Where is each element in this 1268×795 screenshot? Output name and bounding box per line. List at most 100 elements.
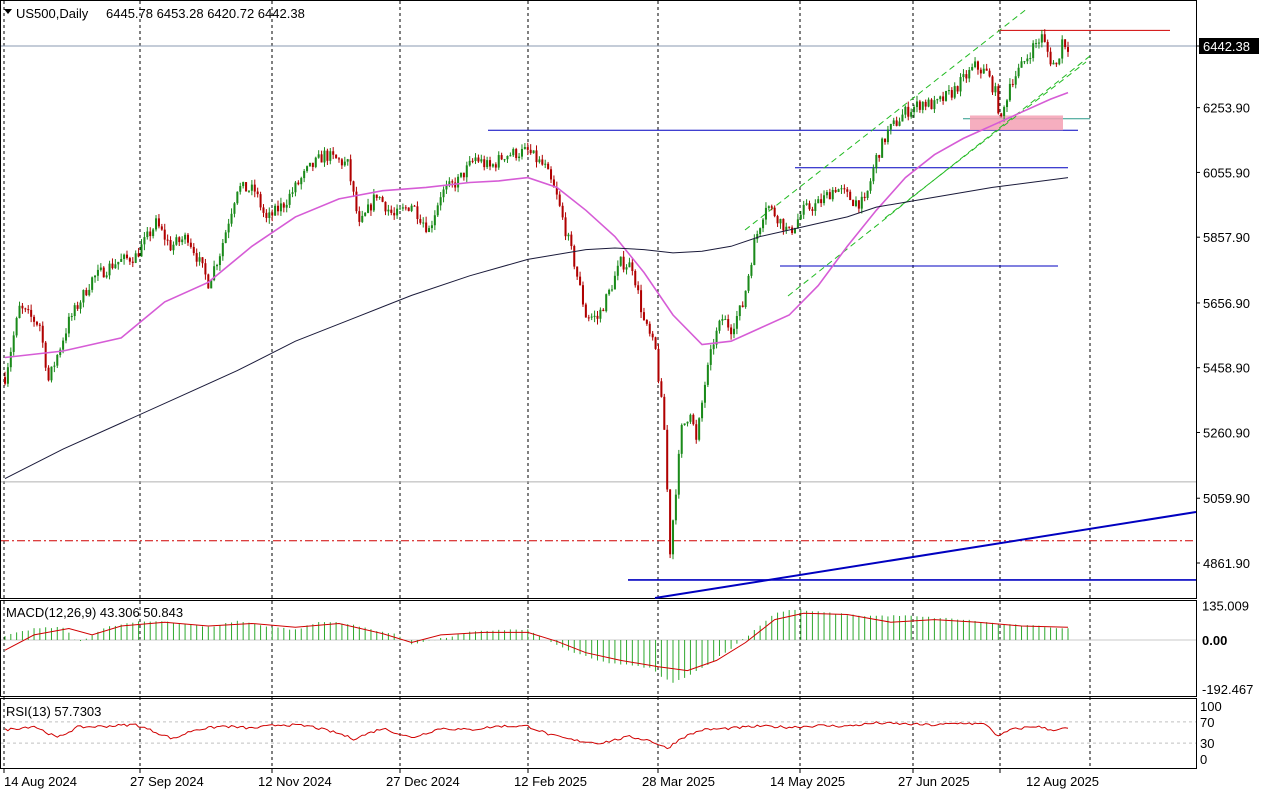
candle-body xyxy=(462,172,465,178)
candle-body xyxy=(102,267,105,278)
rsi-line xyxy=(4,721,1069,750)
candle-body xyxy=(637,285,640,291)
candle-body xyxy=(1046,41,1049,52)
candle-body xyxy=(404,207,407,209)
candle-body xyxy=(340,159,343,166)
candle-body xyxy=(1035,43,1038,45)
candle-body xyxy=(105,275,108,278)
candle-body xyxy=(477,157,480,162)
candle-body xyxy=(837,189,840,192)
candle-body xyxy=(547,163,550,170)
candle-body xyxy=(799,214,802,220)
candle-body xyxy=(393,212,396,216)
candle-body xyxy=(111,263,114,269)
candle-body xyxy=(1029,58,1032,60)
candle-body xyxy=(491,164,494,167)
candle-body xyxy=(770,206,773,208)
candle-body xyxy=(988,70,991,77)
candle-body xyxy=(971,67,974,70)
candle-body xyxy=(753,239,756,265)
trendline-long xyxy=(654,511,1197,599)
candle-body xyxy=(1032,43,1035,59)
channel-line-2 xyxy=(884,61,1087,219)
candle-body xyxy=(825,192,828,196)
candle-body xyxy=(239,186,242,192)
candle-body xyxy=(160,226,163,230)
ma-slow-line xyxy=(4,177,1069,480)
candle-body xyxy=(552,179,555,188)
candle-body xyxy=(663,396,666,430)
candle-body xyxy=(866,190,869,198)
candle-body xyxy=(1005,100,1009,108)
candle-body xyxy=(642,312,645,321)
macd-signal-line xyxy=(4,612,1069,672)
candle-body xyxy=(41,325,44,343)
candle-body xyxy=(500,155,503,160)
rsi-label: RSI(13) 57.7303 xyxy=(6,704,101,719)
candle-body xyxy=(79,302,82,309)
candle-body xyxy=(579,276,582,286)
time-tick-label: 12 Aug 2025 xyxy=(1026,774,1099,789)
candle-body xyxy=(21,305,24,309)
candle-body xyxy=(3,377,7,384)
candle-body xyxy=(221,242,224,257)
candle-body xyxy=(744,290,747,307)
candle-body xyxy=(976,61,979,70)
candle-body xyxy=(195,253,198,262)
candle-body xyxy=(901,114,904,122)
candle-body xyxy=(840,188,843,190)
time-tick-label: 27 Sep 2024 xyxy=(130,774,204,789)
candle-body xyxy=(907,106,910,117)
candle-body xyxy=(991,76,994,93)
candle-body xyxy=(285,204,288,208)
candle-body xyxy=(1008,83,1011,101)
candle-body xyxy=(503,159,506,161)
candle-body xyxy=(1037,42,1040,44)
candle-body xyxy=(933,100,936,110)
candle-body xyxy=(828,192,831,200)
candle-body xyxy=(576,266,579,277)
candle-body xyxy=(294,182,297,193)
candle-body xyxy=(56,355,59,366)
candle-body xyxy=(570,234,573,247)
candle-body xyxy=(834,189,837,192)
candle-body xyxy=(320,154,323,163)
candle-body xyxy=(407,207,410,211)
candle-body xyxy=(648,323,651,334)
candle-body xyxy=(381,197,384,202)
candle-body xyxy=(820,199,823,204)
candle-body xyxy=(346,159,349,162)
candle-body xyxy=(1061,39,1064,59)
candle-body xyxy=(506,155,509,160)
candle-body xyxy=(808,203,811,210)
candle-body xyxy=(567,234,570,237)
dropdown-triangle-icon[interactable] xyxy=(4,9,12,14)
candle-body xyxy=(47,367,50,381)
candle-body xyxy=(1000,113,1003,117)
candle-body xyxy=(509,155,512,157)
candle-body xyxy=(782,218,785,231)
candle-body xyxy=(451,181,454,183)
candle-body xyxy=(457,176,460,188)
candle-body xyxy=(767,206,770,208)
candle-body xyxy=(712,344,715,350)
candle-body xyxy=(863,196,866,198)
candle-body xyxy=(131,261,134,263)
candle-body xyxy=(889,123,892,130)
candle-body xyxy=(137,253,140,257)
macd-tick-label: 0.00 xyxy=(1202,633,1227,648)
candle-body xyxy=(608,289,611,295)
candle-body xyxy=(94,275,97,278)
candle-body xyxy=(947,90,950,92)
rsi-tick-label: 70 xyxy=(1200,715,1214,730)
candle-body xyxy=(262,207,265,213)
candle-body xyxy=(375,194,378,198)
candle-body xyxy=(721,319,724,321)
candle-body xyxy=(99,267,102,270)
price-tick-label: 5857.90 xyxy=(1203,230,1250,245)
candle-body xyxy=(442,189,445,198)
candle-body xyxy=(44,342,47,368)
candle-body xyxy=(271,212,274,216)
candle-body xyxy=(50,366,53,381)
